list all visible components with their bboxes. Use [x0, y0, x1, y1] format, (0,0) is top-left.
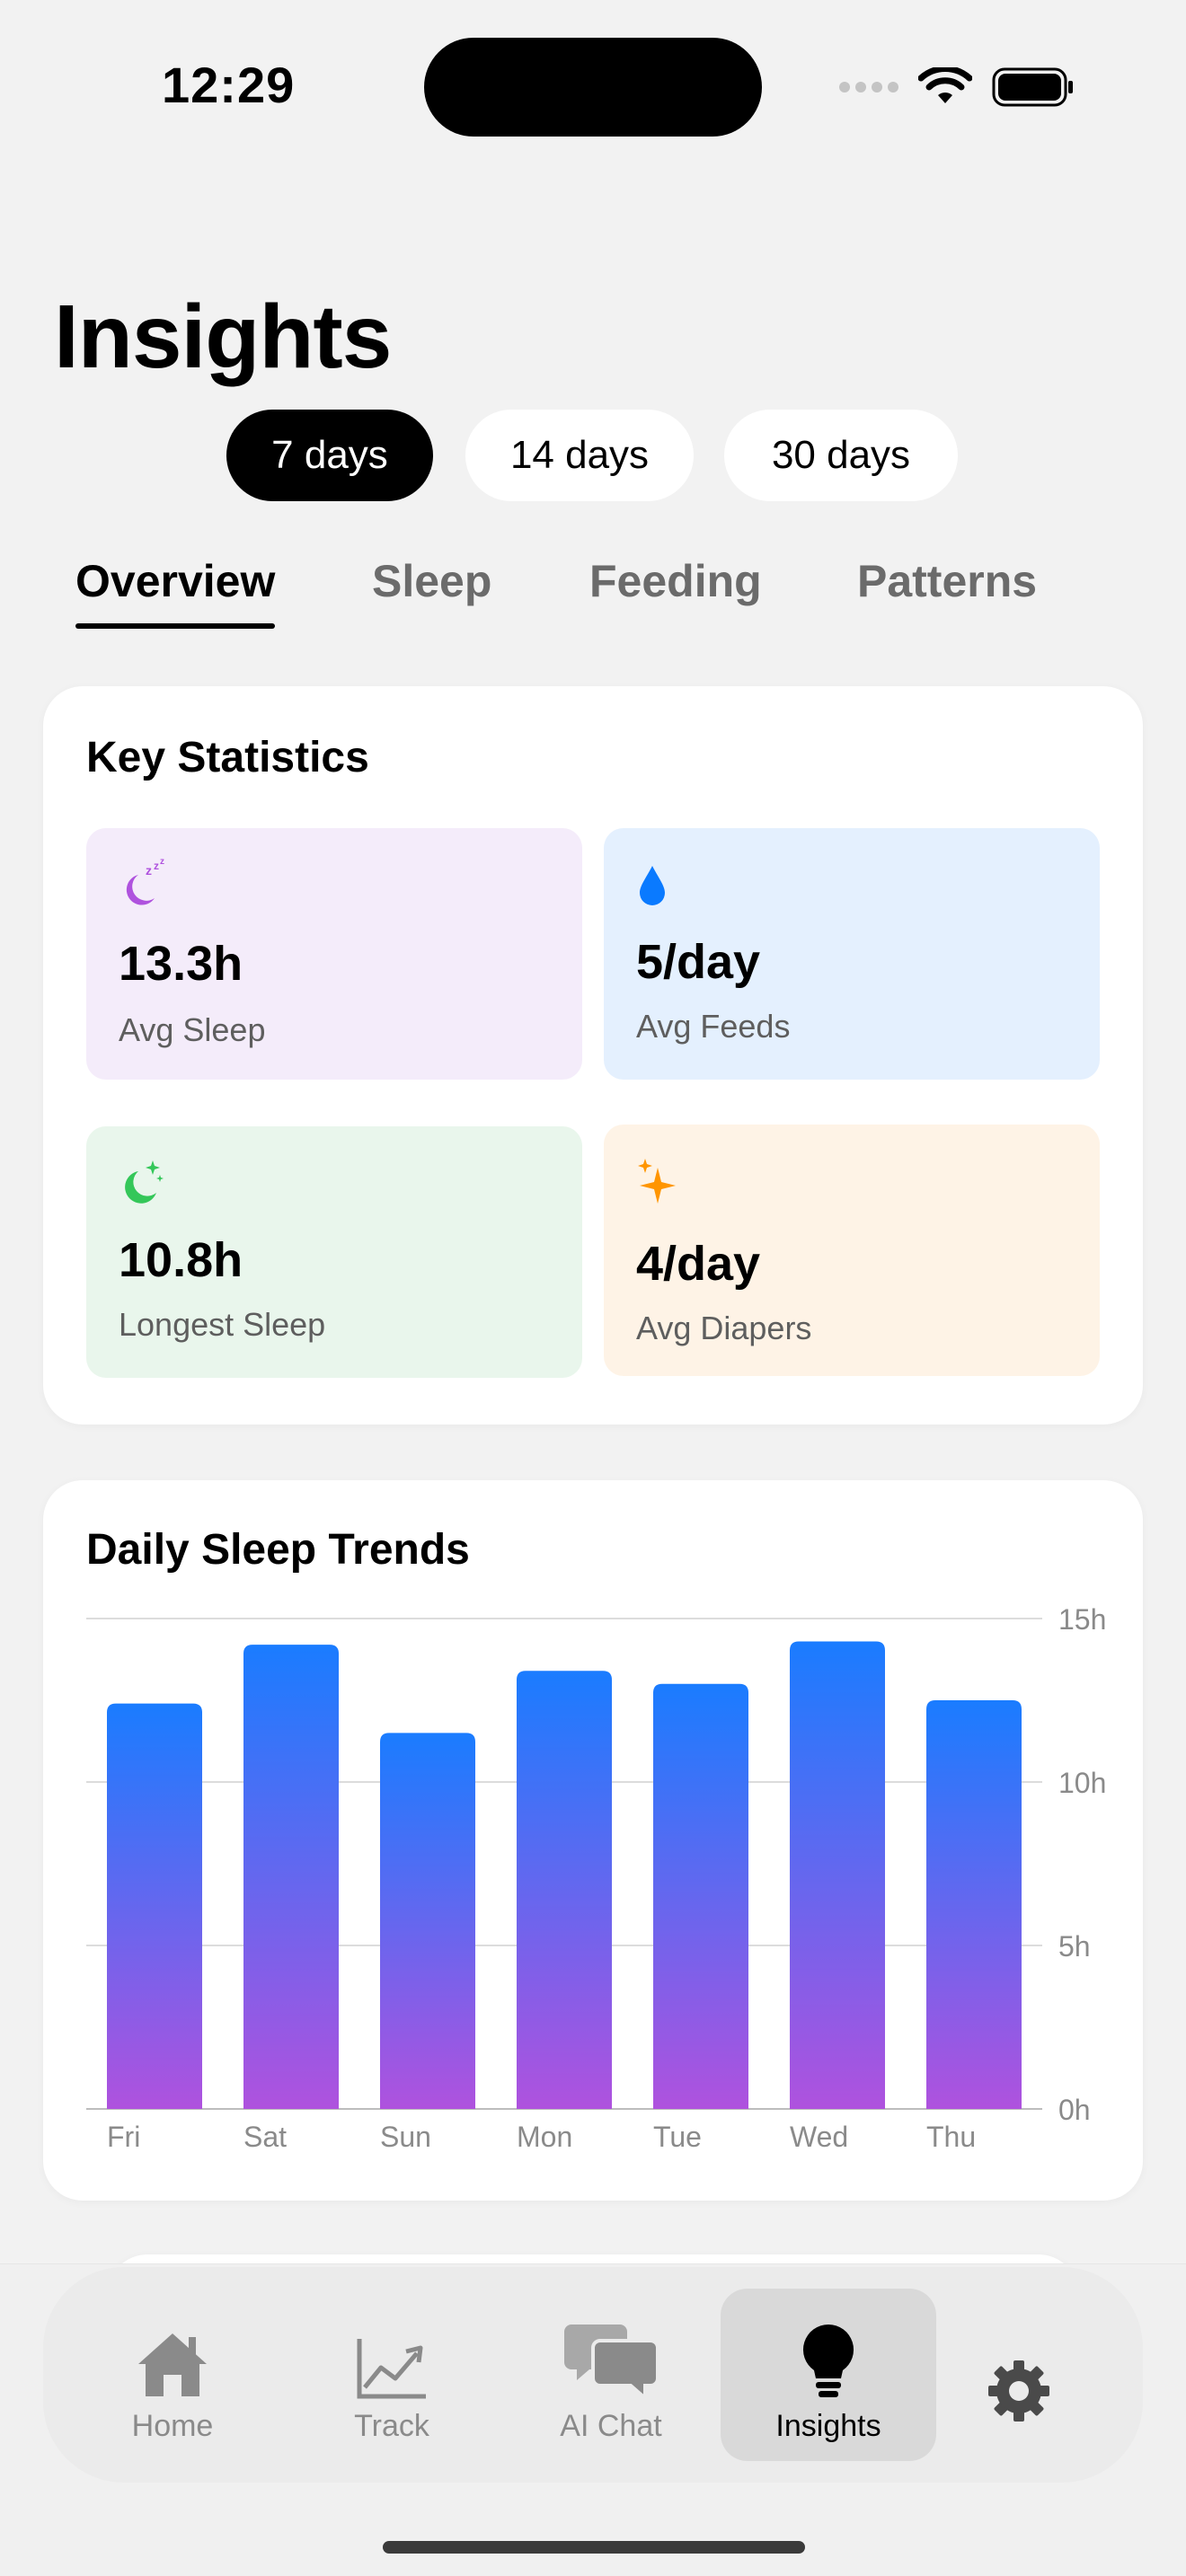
range-14-days-button[interactable]: 14 days [465, 410, 694, 501]
stat-value: 4/day [636, 1237, 761, 1291]
svg-text:z: z [154, 860, 159, 872]
y-tick-label: 10h [1058, 1767, 1106, 1799]
sleep-zzz-icon: z z z [126, 859, 164, 905]
stat-longest-sleep[interactable]: 10.8h Longest Sleep [86, 1126, 582, 1378]
range-30-days-button[interactable]: 30 days [724, 410, 958, 501]
y-tick-label: 5h [1058, 1930, 1091, 1963]
stat-label: Avg Sleep [119, 1011, 266, 1048]
stat-label: Longest Sleep [119, 1306, 326, 1343]
y-tick-label: 15h [1058, 1603, 1106, 1636]
battery-icon [992, 67, 1073, 107]
page-title: Insights [54, 287, 392, 387]
key-statistics-title: Key Statistics [86, 734, 369, 781]
x-tick-label: Mon [517, 2121, 572, 2153]
dynamic-island [424, 38, 762, 137]
sleep-trends-chart: 0h 5h 10h 15h Fri Sat Sun Mon Tue Wed Thu [86, 1603, 1106, 2153]
lightbulb-icon [802, 2325, 854, 2397]
range-7-days-button[interactable]: 7 days [226, 410, 433, 501]
stat-avg-feeds[interactable]: 5/day Avg Feeds [604, 828, 1100, 1080]
tab-selection-indicator [75, 623, 275, 629]
key-statistics-card: Key Statistics z z z 13.3h Avg Sleep 5/d… [43, 686, 1143, 1425]
chart-line-icon [357, 2339, 426, 2399]
svg-text:z: z [146, 863, 152, 878]
tab-feeding[interactable]: Feeding [589, 556, 762, 606]
bar-mon[interactable] [517, 1671, 612, 2109]
wifi-icon [918, 67, 972, 103]
stat-value: 13.3h [119, 937, 243, 991]
tab-overview[interactable]: Overview [75, 556, 276, 606]
cellular-signal-icon [839, 82, 898, 93]
gear-icon [988, 2360, 1049, 2422]
bar-fri[interactable] [107, 1703, 202, 2109]
stat-label: Avg Feeds [636, 1008, 791, 1045]
bar-wed[interactable] [790, 1641, 885, 2109]
bar-sun[interactable] [380, 1733, 475, 2109]
bar-thu[interactable] [926, 1700, 1022, 2109]
tab-sleep[interactable]: Sleep [372, 556, 492, 606]
home-indicator [383, 2541, 805, 2554]
nav-track[interactable]: Track [284, 2289, 500, 2461]
chat-bubbles-icon [564, 2325, 658, 2400]
status-time: 12:29 [162, 57, 296, 113]
nav-label: Home [131, 2409, 214, 2443]
sparkles-icon [638, 1159, 676, 1204]
status-icons [839, 65, 1075, 110]
house-icon [138, 2333, 207, 2396]
nav-home[interactable]: Home [65, 2289, 280, 2461]
tab-patterns[interactable]: Patterns [857, 556, 1038, 606]
stat-label: Avg Diapers [636, 1310, 812, 1346]
drop-icon [640, 866, 665, 905]
daily-sleep-trends-card: Daily Sleep Trends 0h 5h 10h 15h Fri Sat Sun Mo… [43, 1480, 1143, 2201]
nav-settings[interactable] [983, 2289, 1055, 2461]
bar-tue[interactable] [653, 1683, 748, 2109]
moon-stars-icon [125, 1160, 164, 1204]
svg-text:z: z [160, 859, 164, 867]
x-tick-label: Sun [380, 2121, 431, 2153]
x-tick-label: Thu [926, 2121, 976, 2153]
x-tick-label: Fri [107, 2121, 140, 2153]
stat-value: 5/day [636, 935, 761, 989]
x-tick-label: Sat [243, 2121, 287, 2153]
x-tick-label: Wed [790, 2121, 848, 2153]
stat-avg-diapers[interactable]: 4/day Avg Diapers [604, 1125, 1100, 1376]
x-tick-label: Tue [653, 2121, 702, 2153]
nav-insights[interactable]: Insights [721, 2289, 936, 2461]
nav-ai-chat[interactable]: AI Chat [503, 2289, 719, 2461]
chart-title: Daily Sleep Trends [86, 1526, 470, 1574]
nav-label: AI Chat [560, 2409, 662, 2443]
bar-sat[interactable] [243, 1645, 339, 2109]
stat-avg-sleep[interactable]: z z z 13.3h Avg Sleep [86, 828, 582, 1080]
stat-value: 10.8h [119, 1233, 243, 1287]
nav-label: Insights [775, 2409, 881, 2443]
nav-label: Track [354, 2409, 429, 2443]
y-tick-label: 0h [1058, 2094, 1091, 2126]
